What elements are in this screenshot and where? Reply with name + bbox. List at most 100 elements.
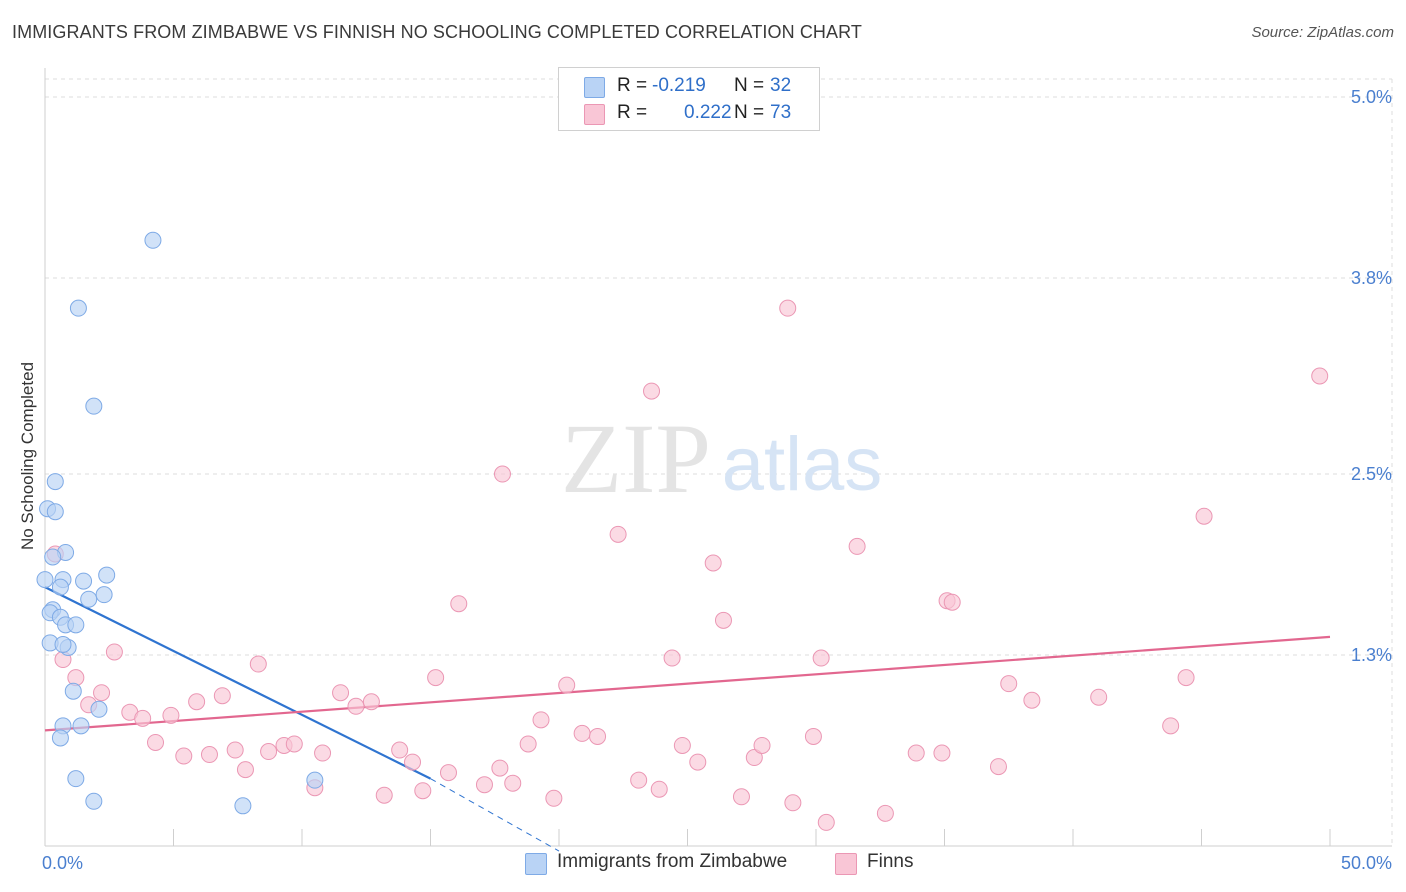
zimbabwe-point bbox=[46, 473, 64, 491]
finns-point bbox=[848, 537, 866, 555]
zimbabwe-point bbox=[67, 770, 85, 788]
zimbabwe-point bbox=[85, 792, 103, 810]
finns-point bbox=[314, 744, 332, 762]
finns-point bbox=[491, 759, 509, 777]
r-label: R = bbox=[617, 102, 648, 123]
finns-point bbox=[93, 684, 111, 702]
source-credit: Source: ZipAtlas.com bbox=[1251, 24, 1394, 41]
watermark: ZIP atlas bbox=[561, 403, 882, 514]
zimbabwe-point bbox=[51, 729, 69, 747]
finns-point bbox=[375, 786, 393, 804]
finns-point bbox=[704, 554, 722, 572]
finns-point bbox=[362, 693, 380, 711]
finns-point bbox=[732, 788, 750, 806]
finns-point bbox=[753, 736, 771, 754]
zimbabwe-point bbox=[85, 397, 103, 415]
finns-point bbox=[589, 727, 607, 745]
zimbabwe-point bbox=[80, 590, 98, 608]
finns-point bbox=[260, 743, 278, 761]
finns-point bbox=[804, 727, 822, 745]
watermark-atlas: atlas bbox=[722, 422, 883, 507]
finns-point bbox=[105, 643, 123, 661]
zimbabwe-point bbox=[306, 771, 324, 789]
finns-point bbox=[347, 697, 365, 715]
zimbabwe-point bbox=[51, 578, 69, 596]
zimbabwe-point bbox=[75, 572, 93, 590]
finns-point bbox=[213, 687, 231, 705]
watermark-zip: ZIP bbox=[561, 403, 711, 514]
finns-point bbox=[236, 761, 254, 779]
finns-point bbox=[404, 753, 422, 771]
series-legend: Immigrants from Zimbabwe Finns bbox=[0, 851, 1406, 879]
finns-point bbox=[493, 465, 511, 483]
finns-point bbox=[558, 676, 576, 694]
y-tick-label: 3.8% bbox=[1351, 268, 1392, 288]
finns-point bbox=[249, 655, 267, 673]
finns-point bbox=[519, 735, 537, 753]
finns-point bbox=[650, 780, 668, 798]
legend-label: Immigrants from Zimbabwe bbox=[557, 851, 788, 872]
n-label: N = bbox=[734, 102, 765, 123]
legend-label: Finns bbox=[867, 851, 914, 872]
y-tick-label: 1.3% bbox=[1351, 645, 1392, 665]
zimbabwe-trend-line bbox=[44, 586, 431, 780]
zimbabwe-point bbox=[98, 566, 116, 584]
y-axis-label: No Schooling Completed bbox=[18, 361, 37, 551]
finns-point bbox=[504, 774, 522, 792]
finns-point bbox=[200, 746, 218, 764]
axes bbox=[44, 68, 1392, 847]
n-value: 32 bbox=[770, 75, 792, 96]
zimbabwe-swatch bbox=[525, 853, 547, 875]
zimbabwe-point bbox=[46, 503, 64, 521]
y-tick-label: 5.0% bbox=[1351, 87, 1392, 107]
finns-point bbox=[1195, 507, 1213, 525]
finns-point bbox=[1090, 688, 1108, 706]
zimbabwe-point bbox=[44, 548, 62, 566]
finns-point bbox=[714, 611, 732, 629]
r-label: R = bbox=[617, 75, 648, 96]
zimbabwe-point bbox=[234, 797, 252, 815]
finns-point bbox=[439, 764, 457, 782]
finns-point bbox=[332, 684, 350, 702]
finns-point bbox=[812, 649, 830, 667]
finns-point bbox=[147, 733, 165, 751]
zimbabwe-point bbox=[95, 586, 113, 604]
x-tick-label: 0.0% bbox=[42, 853, 83, 873]
finns-point bbox=[545, 789, 563, 807]
finns-point bbox=[134, 709, 152, 727]
data-points bbox=[36, 231, 1329, 831]
x-tick-label: 50.0% bbox=[1341, 853, 1392, 873]
finns-point bbox=[876, 804, 894, 822]
finns-point bbox=[673, 736, 691, 754]
zimbabwe-point bbox=[72, 717, 90, 735]
finns-point bbox=[663, 649, 681, 667]
finns-point bbox=[989, 758, 1007, 776]
zimbabwe-point bbox=[69, 299, 87, 317]
finns-point bbox=[414, 782, 432, 800]
zimbabwe-trend-extension bbox=[430, 778, 560, 852]
trend-lines bbox=[44, 586, 1331, 852]
grid-lines bbox=[45, 78, 1393, 846]
tick-labels: 1.3% 2.5% 3.8% 5.0% 0.0% 50.0% bbox=[42, 87, 1392, 873]
finns-point bbox=[573, 724, 591, 742]
finns-point bbox=[1162, 717, 1180, 735]
stats-legend: R = -0.219 N = 32 R = 0.222 N = 73 bbox=[558, 67, 820, 131]
finns-swatch bbox=[835, 853, 857, 875]
finns-point bbox=[609, 525, 627, 543]
finns-point bbox=[933, 744, 951, 762]
finns-point bbox=[175, 747, 193, 765]
zimbabwe-point bbox=[90, 700, 108, 718]
zimbabwe-swatch bbox=[584, 77, 605, 98]
r-value: 0.222 bbox=[684, 102, 732, 123]
zimbabwe-point bbox=[67, 616, 85, 634]
finns-swatch bbox=[584, 104, 605, 125]
finns-point bbox=[450, 595, 468, 613]
zimbabwe-point bbox=[64, 682, 82, 700]
finns-trend-line bbox=[44, 635, 1331, 732]
finns-point bbox=[784, 794, 802, 812]
finns-point bbox=[285, 735, 303, 753]
finns-point bbox=[1177, 669, 1195, 687]
r-value: -0.219 bbox=[652, 75, 706, 96]
finns-point bbox=[630, 771, 648, 789]
